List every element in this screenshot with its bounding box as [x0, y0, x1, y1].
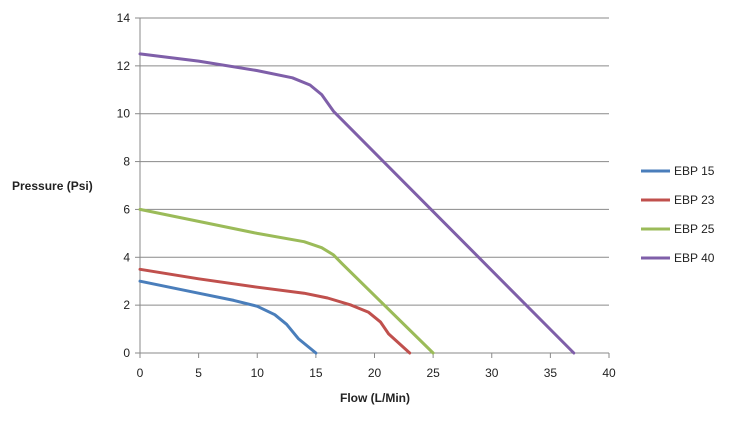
x-tick-label-10: 10: [251, 366, 265, 380]
x-tick-label-5: 5: [195, 366, 202, 380]
legend-label-ebp-15: EBP 15: [674, 164, 715, 178]
y-tick-label-12: 12: [117, 59, 131, 73]
series-lines: [138, 52, 576, 355]
legend-label-ebp-23: EBP 23: [674, 193, 715, 207]
series-line-ebp-25: [138, 207, 435, 355]
legend-label-ebp-25: EBP 25: [674, 222, 715, 236]
x-tick-label-15: 15: [309, 366, 323, 380]
y-tick-label-10: 10: [117, 107, 131, 121]
x-tick-label-25: 25: [426, 366, 440, 380]
y-tick-label-6: 6: [123, 202, 130, 216]
x-tick-label-30: 30: [485, 366, 499, 380]
series-line-ebp-40: [138, 52, 576, 355]
x-tick-label-20: 20: [368, 366, 382, 380]
series-line-ebp-23: [138, 267, 412, 355]
legend: EBP 15 EBP 23 EBP 25 EBP 40: [641, 164, 715, 265]
tick-labels: 0 2 4 6 8 10 12 14 0 5 10 15 20 25 30 35 40: [117, 11, 616, 380]
x-tick-label-35: 35: [544, 366, 558, 380]
y-axis-title: Pressure (Psi): [12, 179, 93, 193]
y-tick-label-2: 2: [123, 298, 130, 312]
y-tick-label-14: 14: [117, 11, 131, 25]
x-tick-label-40: 40: [602, 366, 616, 380]
x-axis-title: Flow (L/Min): [340, 391, 410, 405]
grid-lines: [140, 17, 609, 306]
legend-label-ebp-40: EBP 40: [674, 251, 715, 265]
x-tick-label-0: 0: [137, 366, 144, 380]
y-tick-label-8: 8: [123, 155, 130, 169]
axes: [135, 17, 610, 358]
y-tick-label-0: 0: [123, 346, 130, 360]
series-line-ebp-15: [138, 279, 318, 355]
y-tick-label-4: 4: [123, 250, 130, 264]
